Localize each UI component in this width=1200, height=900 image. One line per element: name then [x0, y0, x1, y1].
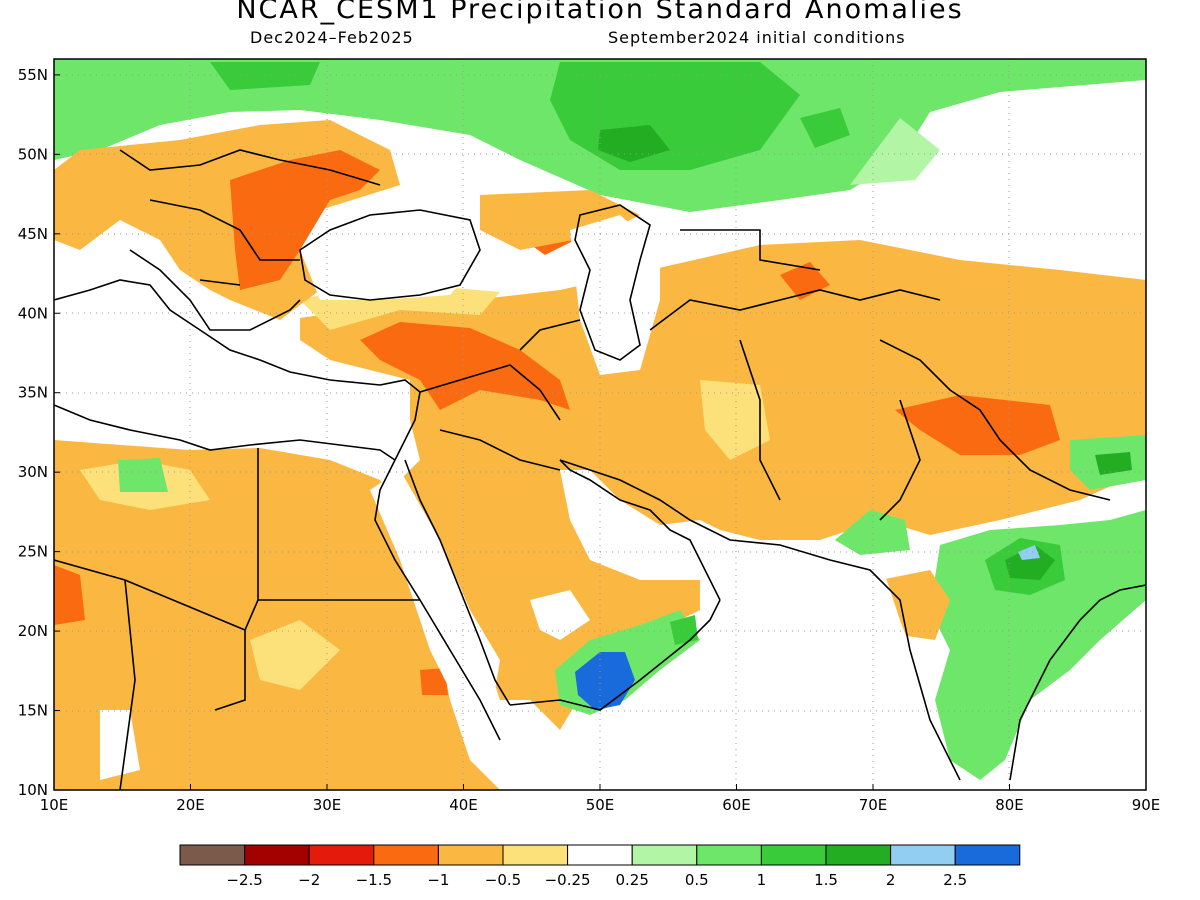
green-anomaly-nw	[210, 62, 320, 90]
colorbar-label: −2	[298, 871, 320, 889]
lon-tick-label: 20E	[176, 796, 205, 814]
lat-tick-label: 40N	[18, 304, 48, 322]
lon-tick-label: 90E	[1132, 796, 1161, 814]
lon-tick-label: 50E	[586, 796, 615, 814]
strong-dry-west-africa	[54, 565, 85, 625]
colorbar-label: 0.5	[685, 871, 709, 889]
red-sea-east	[404, 459, 511, 706]
colorbar-swatch	[760, 844, 827, 866]
borders-central-asia	[649, 229, 941, 501]
borders-europe	[119, 149, 381, 286]
colorbar-swatch	[567, 844, 633, 866]
lat-tick-label: 55N	[18, 66, 48, 84]
green-anomaly-ne	[800, 108, 850, 148]
map-title: NCAR_CESM1 Precipitation Standard Anomal…	[236, 0, 964, 25]
light-blue-bangladesh	[1018, 545, 1040, 560]
white-gap-mediterranean	[54, 300, 410, 450]
india-east-coast	[1009, 584, 1146, 781]
gulf-coast	[559, 459, 721, 601]
peak-green-bangladesh	[1005, 545, 1055, 580]
white-gap-black-sea	[300, 200, 480, 300]
arabia-south-coast	[509, 599, 721, 711]
green-pocket-oman-east	[670, 615, 698, 645]
green-anomaly-india	[930, 510, 1146, 780]
borders-middle-east	[419, 319, 581, 471]
forecast-period: Dec2024–Feb2025	[250, 28, 414, 47]
lat-tick-label: 35N	[18, 384, 48, 402]
colorbar-swatch	[890, 844, 956, 866]
colorbar-label: 2.5	[943, 871, 967, 889]
colorbar-label: −1.5	[356, 871, 392, 889]
colorbar-label: −0.25	[545, 871, 591, 889]
white-gap-arabia-coast	[530, 590, 590, 640]
colorbar-swatch	[179, 844, 246, 866]
colorbar: −2.5 −2 −1.5 −1 −0.5 −0.25 0.25 0.5 1 1.5 2 2.5	[179, 844, 1021, 889]
colorbar-label: −0.5	[485, 871, 521, 889]
lat-tick-label: 50N	[18, 145, 48, 163]
red-sea-west	[374, 459, 501, 741]
strong-dry-horn	[420, 668, 448, 695]
colorbar-swatch	[631, 844, 698, 866]
strong-dry-himalaya	[895, 395, 1060, 455]
green-anomaly-core	[598, 125, 670, 162]
lon-tick-label: 30E	[313, 796, 342, 814]
light-green-north	[850, 118, 940, 185]
colorbar-label: 0.25	[615, 871, 648, 889]
strong-dry-turkey	[360, 322, 570, 410]
lon-tick-label: 40E	[449, 796, 478, 814]
iran-coast	[559, 459, 961, 781]
lat-tick-label: 25N	[18, 543, 48, 561]
colorbar-label: 1	[757, 871, 767, 889]
caspian-coast	[574, 204, 651, 361]
colorbar-swatch	[308, 844, 375, 866]
graticule	[54, 59, 1146, 790]
white-gap-africa	[100, 710, 140, 780]
colorbar-label: −1	[427, 871, 449, 889]
coastlines-and-borders	[54, 149, 1146, 790]
balkan-coast	[129, 249, 301, 331]
lon-tick-label: 70E	[859, 796, 888, 814]
lat-tick-label: 10N	[18, 781, 48, 799]
strong-dry-carpathian	[230, 150, 380, 290]
colorbar-label: −2.5	[226, 871, 262, 889]
lon-tick-label: 80E	[995, 796, 1024, 814]
green-pocket-libya	[118, 458, 168, 492]
lat-tick-label: 30N	[18, 463, 48, 481]
borders-africa	[54, 448, 420, 790]
levant-coast	[394, 391, 421, 461]
colorbar-swatch	[373, 844, 439, 866]
moderate-dry-sudan	[250, 620, 340, 690]
lon-tick-label: 60E	[722, 796, 751, 814]
colorbar-swatch	[825, 844, 892, 866]
white-gap-red-sea	[370, 470, 500, 720]
colorbar-swatch	[437, 844, 504, 866]
lat-tick-label: 45N	[18, 225, 48, 243]
lat-tick-label: 20N	[18, 622, 48, 640]
black-sea-coast	[299, 209, 481, 301]
north-africa-coast	[54, 404, 396, 461]
colorbar-swatch	[502, 844, 569, 866]
colorbar-swatch	[954, 844, 1021, 866]
colorbar-swatch	[244, 844, 310, 866]
colorbar-label: 1.5	[814, 871, 838, 889]
lat-tick-label: 15N	[18, 702, 48, 720]
lon-tick-label: 10E	[40, 796, 69, 814]
moderate-dry-pockets	[700, 380, 770, 460]
strong-green-tibet	[1095, 452, 1132, 475]
colorbar-swatch	[696, 844, 762, 866]
mediterranean-coast-north	[54, 279, 421, 393]
white-gap-arabian-sea	[520, 560, 940, 790]
borders-south-asia	[879, 339, 1111, 521]
green-pocket-gujarat	[835, 510, 910, 555]
colorbar-label: 2	[886, 871, 896, 889]
anomaly-field	[54, 59, 1146, 790]
initial-conditions: September2024 initial conditions	[608, 28, 906, 47]
axis-ticks: 10E 20E 30E 40E 50E 60E 70E 80E 90E 55N 50N 45N 40N 3…	[18, 66, 1161, 814]
